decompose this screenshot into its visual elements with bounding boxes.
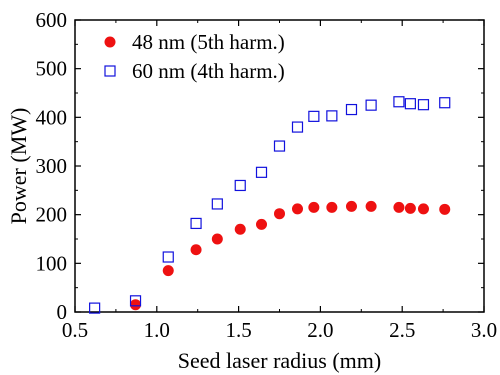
data-point-series-1: [365, 99, 377, 111]
data-point-series-1: [129, 295, 142, 307]
data-point-series-0: [162, 265, 174, 277]
legend-marker-48nm: [104, 36, 116, 48]
series-layer: [89, 96, 451, 314]
y-tick-label: 600: [36, 8, 68, 32]
legend: 48 nm (5th harm.) 60 nm (4th harm.): [104, 30, 285, 83]
data-point-series-0: [326, 201, 338, 213]
data-point-series-0: [291, 203, 303, 215]
data-point-series-0: [130, 299, 142, 311]
x-tick-label: 3.0: [471, 318, 497, 342]
data-point-series-1: [291, 121, 304, 133]
data-point-series-0: [439, 203, 451, 215]
data-point-series-1: [439, 97, 451, 109]
x-tick-label: 1.0: [144, 318, 170, 342]
y-tick-label: 400: [36, 105, 68, 129]
legend-label-60nm: 60 nm (4th harm.): [132, 59, 285, 83]
y-axis-title: Power (MW): [6, 108, 31, 225]
data-point-series-1: [89, 302, 101, 314]
data-point-series-1: [345, 103, 358, 116]
data-point-series-0: [417, 203, 429, 215]
data-point-series-1: [308, 110, 320, 122]
x-tick-label: 2.0: [307, 318, 333, 342]
data-point-series-1: [404, 98, 416, 110]
data-point-series-0: [256, 218, 268, 230]
legend-label-48nm: 48 nm (5th harm.): [132, 30, 285, 54]
data-point-series-0: [404, 202, 416, 214]
y-axis-ticks: 0 100 200 300 400 500 600: [36, 8, 484, 324]
data-point-series-1: [211, 198, 223, 210]
data-point-series-0: [393, 201, 405, 213]
y-tick-label: 500: [36, 57, 68, 81]
data-point-series-0: [345, 200, 357, 212]
data-point-series-0: [234, 223, 246, 235]
data-point-series-0: [365, 200, 377, 212]
legend-item-48nm: 48 nm (5th harm.): [104, 30, 285, 54]
data-point-series-0: [190, 244, 202, 256]
x-tick-label: 1.5: [225, 318, 251, 342]
y-tick-label: 0: [57, 300, 68, 324]
data-point-series-0: [274, 208, 285, 220]
x-axis-ticks: 0.5 1.0 1.5 2.0 2.5 3.0: [62, 20, 497, 342]
data-point-series-0: [308, 201, 320, 213]
data-point-series-1: [190, 217, 202, 230]
data-point-series-0: [211, 233, 223, 245]
plot-area: 0.5 1.0 1.5 2.0 2.5 3.0 0 100 200 300 400 500 600: [36, 8, 498, 342]
y-tick-label: 100: [36, 251, 68, 275]
x-tick-label: 0.5: [62, 318, 88, 342]
y-tick-label: 200: [36, 203, 68, 227]
data-point-series-1: [255, 166, 268, 178]
data-point-series-1: [234, 179, 246, 192]
x-tick-label: 2.5: [389, 318, 415, 342]
x-axis-title: Seed laser radius (mm): [178, 348, 381, 373]
data-point-series-1: [162, 251, 174, 263]
data-point-series-1: [393, 96, 405, 108]
data-point-series-1: [273, 140, 286, 152]
legend-marker-60nm: [104, 65, 116, 77]
data-point-series-1: [326, 110, 338, 122]
y-tick-label: 300: [36, 154, 68, 178]
legend-item-60nm: 60 nm (4th harm.): [104, 59, 285, 83]
data-point-series-1: [417, 99, 430, 111]
